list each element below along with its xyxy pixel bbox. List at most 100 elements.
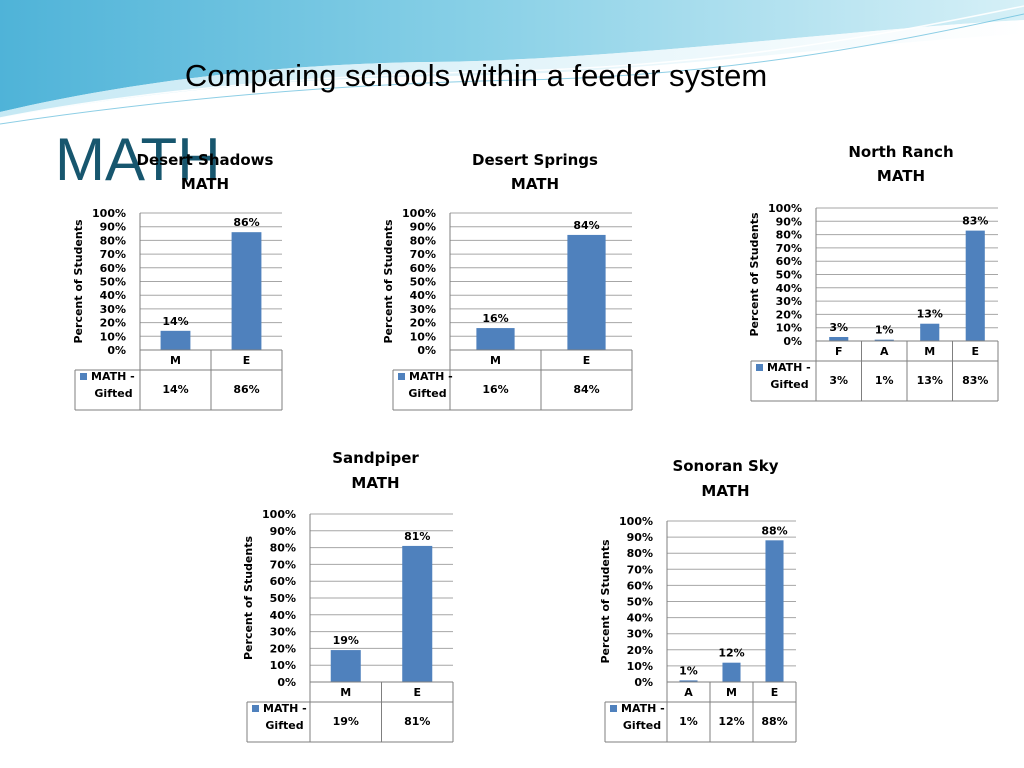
y-tick-label: 60% [100, 262, 126, 275]
y-tick-label: 50% [776, 269, 802, 282]
y-tick-label: 60% [410, 262, 436, 275]
y-tick-label: 100% [402, 207, 436, 220]
chart-sandpiper: Sandpiper MATH 0% 10% 20% 30% 40% 50% 60% 70% 80% 9… [240, 443, 460, 748]
bar [330, 650, 361, 682]
data-label: 14% [162, 315, 188, 328]
y-axis-title: Percent of Students [382, 219, 395, 343]
table-value-cell: 83% [962, 374, 988, 387]
y-tick-label: 40% [270, 609, 296, 622]
data-label: 1% [875, 324, 894, 337]
data-label: 84% [573, 219, 599, 232]
chart-title-line: MATH [511, 175, 559, 193]
x-category-label: M [170, 354, 181, 367]
bar [231, 232, 262, 350]
chart-title-line: Sonoran Sky [672, 457, 778, 475]
section-heading-math: MATH [55, 126, 221, 193]
y-tick-label: 40% [100, 289, 126, 302]
chart-title-line: MATH [181, 175, 229, 193]
legend-key [756, 364, 763, 371]
data-label: 83% [962, 215, 988, 228]
y-tick-label: 70% [270, 558, 296, 571]
chart-title-line: North Ranch [848, 143, 953, 161]
y-tick-label: 30% [627, 628, 653, 641]
y-tick-label: 50% [410, 276, 436, 289]
y-tick-label: 30% [410, 303, 436, 316]
chart-svg: Sonoran Sky MATH 0% 10% 20% 30% 40% 50% 60% 70% 80… [599, 457, 797, 743]
y-tick-label: 10% [100, 330, 126, 343]
legend-series-name: MATH -Gifted [767, 361, 811, 391]
bar [402, 545, 433, 682]
data-label: 13% [917, 308, 943, 321]
y-tick-label: 70% [410, 248, 436, 261]
y-tick-label: 100% [619, 515, 653, 528]
bar [679, 680, 698, 682]
y-tick-label: 0% [107, 344, 126, 357]
x-category-label: M [726, 686, 737, 699]
data-label: 19% [333, 634, 359, 647]
y-tick-label: 60% [270, 575, 296, 588]
y-tick-label: 70% [100, 248, 126, 261]
bar [567, 234, 606, 350]
y-tick-label: 10% [270, 659, 296, 672]
y-tick-label: 20% [410, 317, 436, 330]
chart-sonoran-sky: Sonoran Sky MATH 0% 10% 20% 30% 40% 50% 60% 70% 80… [599, 451, 800, 751]
y-tick-label: 30% [270, 626, 296, 639]
chart-title-line: Desert Springs [472, 151, 598, 169]
chart-title-line: MATH [877, 167, 925, 185]
y-tick-label: 10% [627, 660, 653, 673]
y-tick-label: 90% [627, 531, 653, 544]
y-tick-label: 0% [634, 676, 653, 689]
legend-series-name: MATH -Gifted [263, 702, 307, 732]
y-tick-label: 0% [783, 335, 802, 348]
y-tick-label: 60% [627, 579, 653, 592]
data-label: 12% [718, 647, 744, 660]
data-label: 16% [482, 312, 508, 325]
header-wave-decoration [0, 0, 1024, 125]
y-tick-label: 90% [270, 525, 296, 538]
x-category-label: M [340, 686, 351, 699]
x-category-label: A [880, 345, 889, 358]
legend-series-name: MATH -Gifted [408, 370, 452, 400]
table-value-cell: 14% [162, 383, 188, 396]
chart-svg: Desert Shadows MATH 0%10%20%30%40%50%60%70… [72, 151, 283, 411]
y-axis-title: Percent of Students [242, 536, 255, 660]
bar [765, 540, 784, 682]
y-tick-label: 20% [627, 644, 653, 657]
x-category-label: M [490, 354, 501, 367]
chart-svg: Sandpiper MATH 0% 10% 20% 30% 40% 50% 60% 70% 80% 9… [242, 449, 454, 743]
y-tick-label: 80% [627, 547, 653, 560]
chart-desert-shadows: Desert Shadows MATH 0% 10% 20% 30% 40% 50% 60% 70… [70, 145, 300, 415]
y-tick-label: 90% [410, 221, 436, 234]
y-tick-label: 20% [270, 642, 296, 655]
y-axis-title: Percent of Students [72, 219, 85, 343]
y-tick-label: 80% [100, 234, 126, 247]
data-label: 86% [233, 216, 259, 229]
chart-desert-springs: Desert Springs MATH 0% 10% 20% 30% 40% 50% 60% 70… [382, 145, 648, 415]
legend-key [252, 705, 259, 712]
table-value-cell: 16% [482, 383, 508, 396]
table-value-cell: 1% [679, 715, 698, 728]
y-tick-label: 30% [776, 295, 802, 308]
table-value-cell: 3% [829, 374, 848, 387]
bar [874, 339, 894, 341]
slide-title: Comparing schools within a feeder system [184, 58, 768, 93]
x-category-label: M [924, 345, 935, 358]
y-axis-title: Percent of Students [599, 539, 612, 663]
x-category-label: E [413, 686, 421, 699]
chart-title-line: MATH [351, 474, 399, 492]
table-value-cell: 84% [573, 383, 599, 396]
x-category-label: E [971, 345, 979, 358]
chart-north-ranch: North Ranch MATH 0% 10% 20% 30% 40% 50% 60% 70% 80… [726, 137, 1006, 407]
y-tick-label: 40% [627, 612, 653, 625]
legend-series-name: MATH -Gifted [91, 370, 135, 400]
y-tick-label: 50% [270, 592, 296, 605]
x-category-label: A [684, 686, 693, 699]
y-tick-label: 60% [776, 255, 802, 268]
table-value-cell: 81% [404, 715, 430, 728]
legend-key [398, 373, 405, 380]
bar [476, 328, 515, 350]
data-label: 3% [829, 321, 848, 334]
chart-title-line: Desert Shadows [137, 151, 274, 169]
y-tick-label: 10% [410, 330, 436, 343]
bar [722, 662, 741, 682]
